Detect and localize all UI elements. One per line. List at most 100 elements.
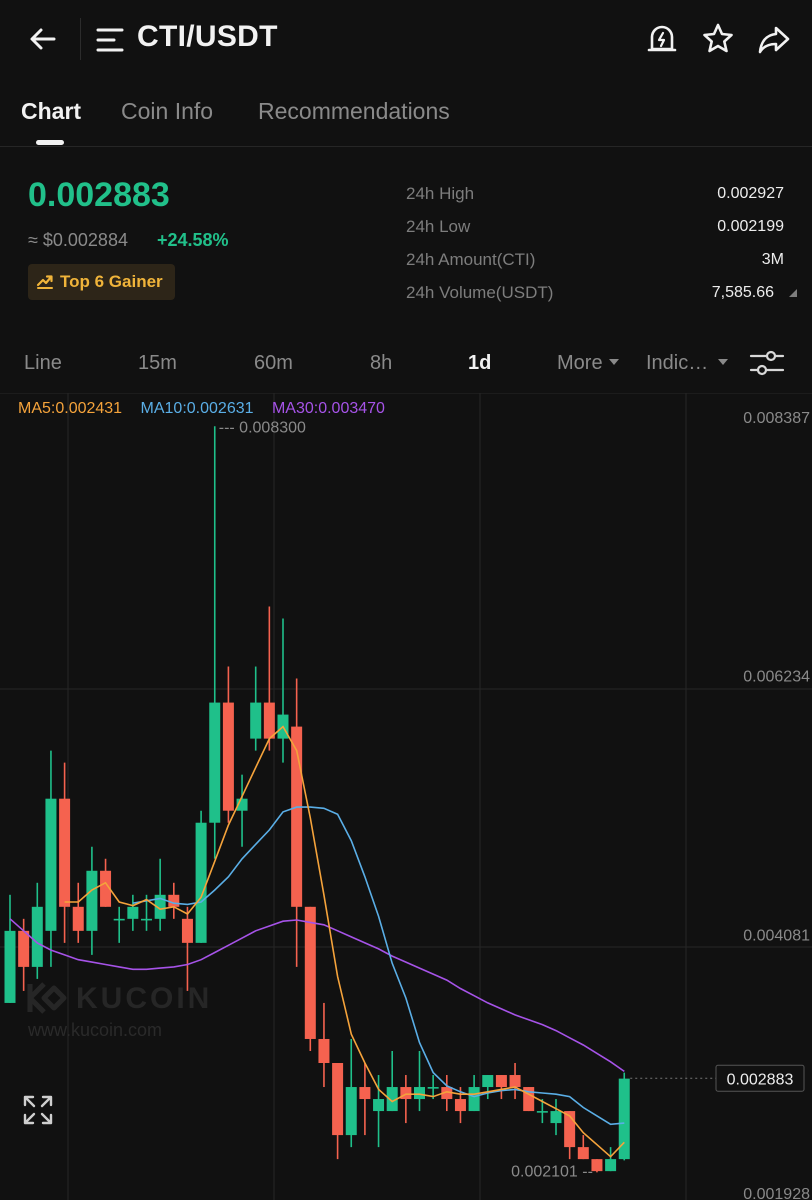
corner-triangle-icon (789, 289, 797, 297)
candle-body (605, 1159, 617, 1172)
favorite-button[interactable] (700, 20, 736, 58)
ma5-line (64, 725, 625, 1158)
candle-body (564, 1111, 576, 1148)
y-axis-tick-label: 0.001928 (743, 1186, 810, 1200)
expand-icon (23, 1095, 53, 1125)
indicators-dropdown[interactable]: Indic… (646, 352, 729, 375)
stat-24h-high-label: 24h High (406, 184, 475, 203)
candle-body (550, 1111, 562, 1124)
kucoin-logo-watermark (27, 982, 67, 1014)
indicators-label: Indic… (646, 352, 709, 374)
candle-body (332, 1063, 344, 1136)
chevron-down-icon (718, 358, 729, 365)
share-button[interactable] (756, 20, 792, 58)
candle-body (100, 870, 112, 907)
watermark-url: www.kucoin.com (28, 1020, 163, 1040)
candle-body (45, 798, 57, 931)
top-gainer-badge[interactable]: Top 6 Gainer (28, 264, 175, 300)
candle-body (427, 1087, 439, 1089)
watermark-brand: KUCOIN (76, 982, 213, 1015)
fiat-price: ≈ $0.002884 (28, 230, 128, 250)
candlestick-chart[interactable]: 0.008387 0.006234 0.004081 0.001928 --- 0.00… (0, 393, 812, 1200)
low-price-annotation: 0.002101 -- (511, 1163, 593, 1180)
candle-body (318, 1038, 330, 1064)
candle-body (250, 702, 262, 739)
tab-coin-info[interactable]: Coin Info (121, 98, 214, 124)
back-button[interactable] (24, 20, 64, 60)
candle-body (31, 906, 43, 967)
ma-legend: MA5:0.002431 MA10:0.002631 MA30:0.003470 (18, 400, 399, 418)
active-tab-indicator (36, 140, 64, 145)
interval-line[interactable]: Line (24, 352, 62, 374)
candle-body (523, 1087, 535, 1112)
ma10-legend: MA10:0.002631 (140, 400, 254, 417)
interval-1d[interactable]: 1d (468, 352, 492, 374)
interval-15m[interactable]: 15m (138, 352, 177, 374)
price-alert-button[interactable] (644, 20, 680, 58)
ma30-line (9, 918, 625, 1073)
candle-body (441, 1087, 453, 1100)
trending-up-icon (36, 275, 53, 289)
ma30-legend: MA30:0.003470 (271, 400, 385, 417)
stat-24h-low-value: 0.002199 (717, 218, 784, 235)
candle-body (59, 798, 71, 907)
candle-body (414, 1087, 425, 1100)
stat-24h-low-label: 24h Low (406, 217, 471, 236)
candle-body (141, 918, 152, 921)
interval-60m[interactable]: 60m (254, 352, 293, 374)
stat-24h-volume-value: 7,585.66 (711, 284, 774, 301)
pair-title[interactable]: CTI/USDT (137, 20, 278, 53)
fullscreen-button[interactable] (20, 1092, 56, 1128)
candle-body (154, 894, 166, 919)
candle-body (359, 1087, 371, 1100)
ma10-line (132, 806, 625, 1126)
stat-24h-amount-label: 24h Amount(CTI) (406, 250, 536, 269)
candle-body (468, 1087, 480, 1112)
tab-bar: Chart Coin Info Recommendations (0, 80, 812, 147)
last-price-label: 0.002883 (727, 1071, 794, 1088)
candle-body (113, 918, 125, 921)
candle-body (72, 906, 84, 931)
high-price-annotation: --- 0.008300 (219, 419, 306, 436)
candle-body (181, 918, 193, 943)
arrow-left-icon (30, 28, 56, 50)
interval-bar: Line 15m 60m 8h 1d More Indic… (0, 338, 812, 390)
y-axis-tick-label: 0.004081 (743, 927, 810, 944)
last-price: 0.002883 (28, 176, 170, 214)
ma5-legend: MA5:0.002431 (18, 400, 123, 417)
candle-body (400, 1087, 412, 1100)
candle-body (577, 1147, 589, 1160)
candle-body (345, 1087, 357, 1136)
price-alert-icon (647, 25, 677, 52)
divider (80, 18, 81, 60)
candle-body (4, 930, 16, 1003)
candle-body (454, 1099, 466, 1112)
candle-body (509, 1075, 521, 1088)
top-bar: CTI/USDT (0, 0, 812, 80)
y-axis-tick-label: 0.006234 (743, 669, 810, 686)
candle-body (591, 1159, 603, 1172)
candle-body (386, 1087, 398, 1112)
pair-menu-button[interactable] (96, 22, 126, 58)
tab-recommendations[interactable]: Recommendations (258, 98, 450, 124)
stat-24h-volume-label: 24h Volume(USDT) (406, 283, 554, 302)
y-axis-tick-label: 0.008387 (743, 410, 810, 427)
candle-body (263, 702, 275, 739)
candle-body (495, 1075, 507, 1088)
candle-body (482, 1075, 494, 1088)
candle-body (209, 702, 221, 823)
interval-8h[interactable]: 8h (370, 352, 393, 374)
tab-chart[interactable]: Chart (21, 98, 82, 124)
chart-settings-button[interactable] (748, 348, 786, 378)
candle-body (618, 1078, 630, 1160)
candle-body (86, 870, 98, 931)
candle-body (195, 822, 207, 943)
candle-body (168, 894, 180, 907)
interval-more[interactable]: More (557, 352, 619, 375)
stat-24h-amount-value: 3M (761, 251, 784, 268)
candle-body (127, 906, 139, 919)
interval-more-label: More (557, 352, 603, 374)
candle-body (304, 906, 316, 1039)
candle-body (236, 798, 248, 811)
candle-body (373, 1099, 385, 1112)
